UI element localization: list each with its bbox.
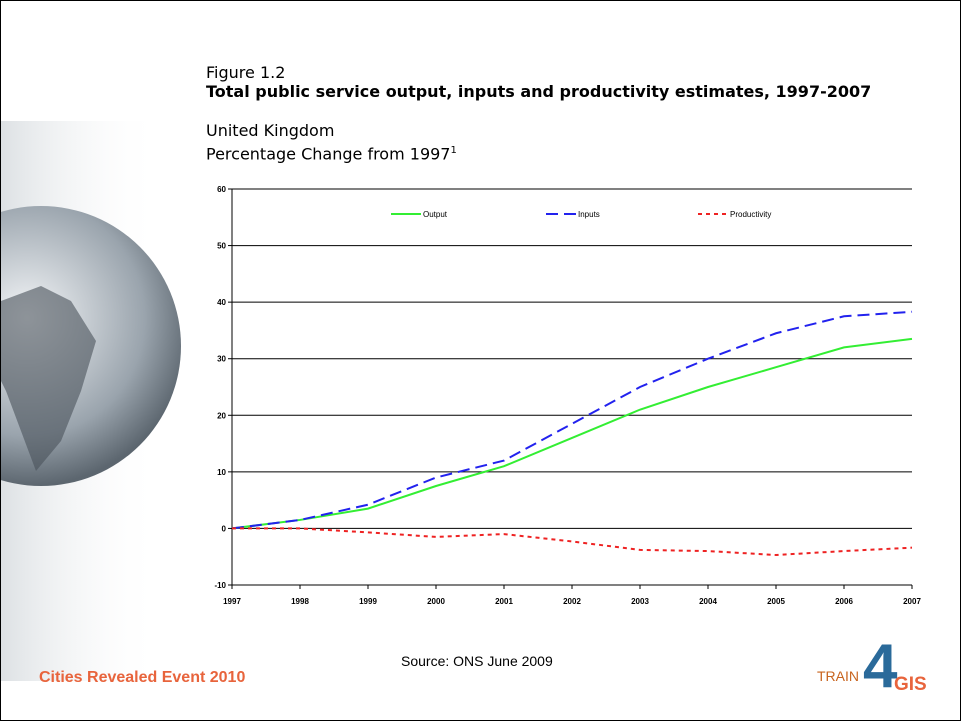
- y-tick-label: 40: [217, 298, 226, 307]
- logo-digit: 4: [863, 632, 898, 701]
- footnote-marker: 1: [450, 145, 457, 156]
- axis-note-text: Percentage Change from 1997: [206, 144, 451, 164]
- legend-label: Productivity: [730, 210, 771, 219]
- series-line: [231, 337, 913, 530]
- source-note: Source: ONS June 2009: [401, 653, 553, 669]
- x-tick-label: 2005: [767, 597, 785, 606]
- y-tick-label: 60: [217, 185, 226, 194]
- globe-continent: [1, 286, 96, 471]
- x-tick-label: 2003: [631, 597, 649, 606]
- legend-label: Output: [423, 210, 448, 219]
- y-tick-label: 50: [217, 242, 226, 251]
- x-tick-label: 2001: [495, 597, 513, 606]
- x-tick-label: 1997: [223, 597, 241, 606]
- y-tick-label: -10: [214, 581, 226, 590]
- y-tick-label: 0: [222, 524, 227, 533]
- series-line: [231, 310, 913, 530]
- x-tick-label: 2004: [699, 597, 717, 606]
- chart-subtitle: United Kingdom: [206, 121, 335, 140]
- y-tick-label: 20: [217, 411, 226, 420]
- x-tick-label: 1998: [291, 597, 309, 606]
- x-tick-label: 2006: [835, 597, 853, 606]
- axis-note: Percentage Change from 19971: [206, 141, 457, 163]
- series-line: [232, 527, 913, 557]
- y-tick-label: 30: [217, 355, 226, 364]
- x-tick-label: 2007: [903, 597, 921, 606]
- x-tick-label: 2002: [563, 597, 581, 606]
- event-label: Cities Revealed Event 2010: [39, 669, 245, 686]
- chart-title: Total public service output, inputs and …: [206, 82, 872, 101]
- logo-prefix: TRAIN: [817, 668, 859, 684]
- y-tick-label: 10: [217, 468, 226, 477]
- x-tick-label: 1999: [359, 597, 377, 606]
- x-tick-label: 2000: [427, 597, 445, 606]
- figure-label: Figure 1.2: [206, 63, 286, 82]
- logo-suffix: GIS: [894, 674, 927, 695]
- legend-label: Inputs: [578, 210, 600, 219]
